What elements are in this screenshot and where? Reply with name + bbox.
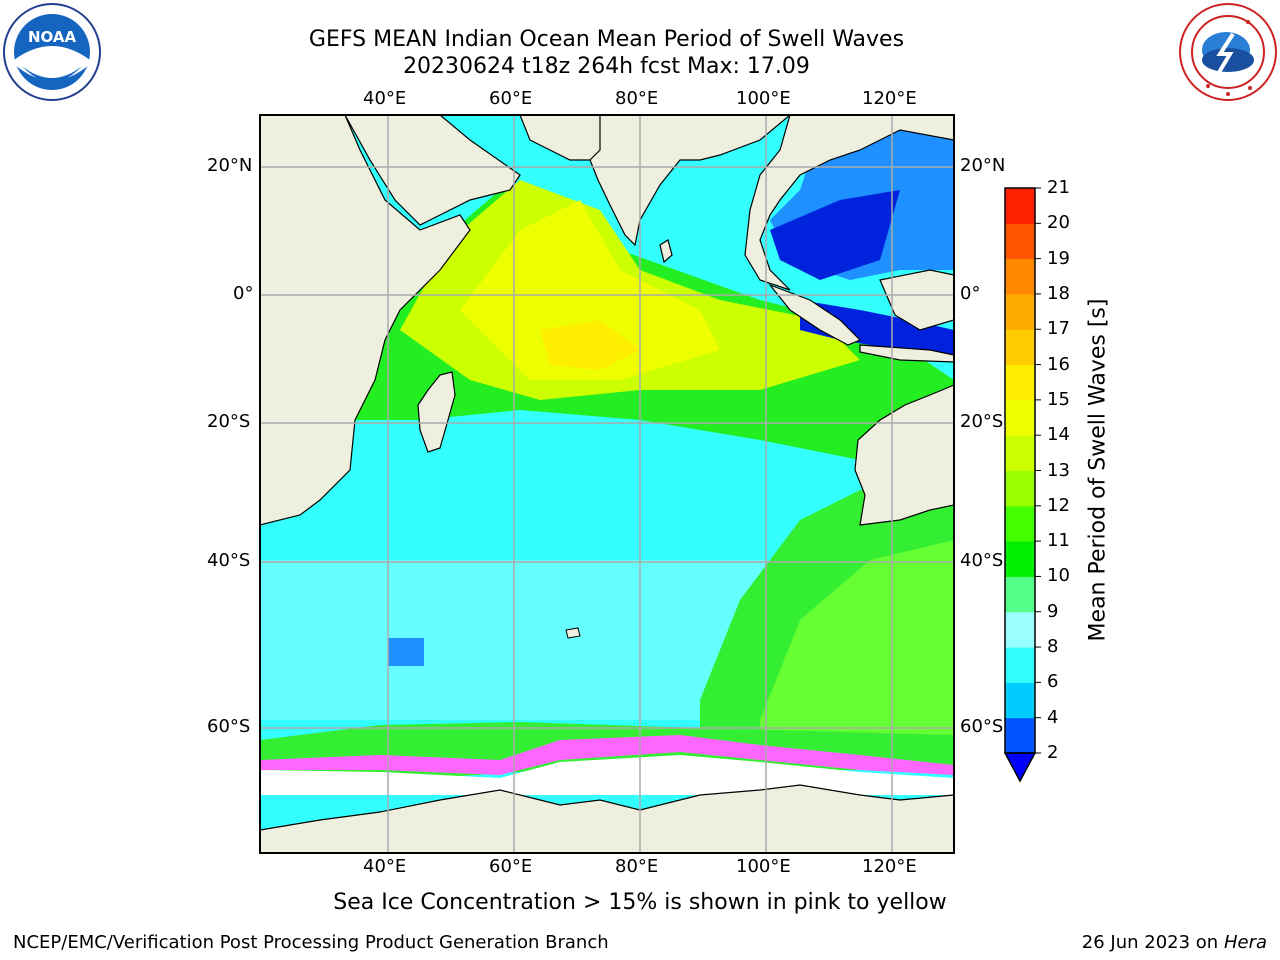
colorbar-swatch xyxy=(1005,329,1035,366)
swell-yellow-core xyxy=(460,200,720,380)
swell-max-core xyxy=(540,320,640,370)
credit-date-text: 26 Jun 2023 on xyxy=(1081,932,1219,953)
lat-label-right: 0° xyxy=(960,283,981,304)
lat-label-right: 20°S xyxy=(960,411,1004,432)
colorbar-tick-label: 18 xyxy=(1047,282,1070,304)
lon-label-top: 80°E xyxy=(615,88,659,109)
colorbar-tick-label: 16 xyxy=(1047,353,1070,375)
map-frame xyxy=(259,114,955,854)
land-sri-lanka xyxy=(659,239,673,264)
colorbar-tick-label: 10 xyxy=(1047,565,1070,587)
colorbar-swatch xyxy=(1005,293,1035,330)
map-subtitle: 20230624 t18z 264h fcst Max: 17.09 xyxy=(403,54,810,79)
lon-label-top: 40°E xyxy=(363,88,407,109)
colorbar-swatch xyxy=(1005,647,1035,683)
swell-yellowgreen-se xyxy=(760,540,954,740)
colorbar-tick-label: 15 xyxy=(1047,388,1070,410)
lat-label-right: 40°S xyxy=(960,550,1004,571)
colorbar-swatch xyxy=(1005,223,1035,260)
land-kerguelen xyxy=(565,627,581,639)
colorbar-swatch xyxy=(1005,188,1035,224)
colorbar-tick-label: 4 xyxy=(1047,706,1059,728)
land-borneo xyxy=(879,269,954,331)
swell-darkblue-indonesia xyxy=(800,300,954,360)
lon-label-top: 60°E xyxy=(489,88,533,109)
colorbar-tick-label: 19 xyxy=(1047,247,1070,269)
swell-blue-patch xyxy=(388,638,424,666)
sea-ice-field xyxy=(260,755,954,795)
lat-label-right: 20°N xyxy=(960,155,1006,176)
lat-label-left: 40°S xyxy=(207,550,251,571)
colorbar-swatch xyxy=(1005,399,1035,436)
lon-label-top: 120°E xyxy=(862,88,917,109)
colorbar-swatch xyxy=(1005,576,1035,613)
colorbar-tick-label: 9 xyxy=(1047,600,1059,622)
lat-label-right: 60°S xyxy=(960,716,1004,737)
colorbar xyxy=(1003,187,1041,783)
land-antarctica xyxy=(260,784,954,853)
credit-machine: Hera xyxy=(1223,932,1267,953)
lat-label-left: 20°N xyxy=(207,155,253,176)
colorbar-tick-label: 6 xyxy=(1047,671,1059,693)
land-se-asia xyxy=(744,115,954,291)
sea-ice-edge xyxy=(260,735,954,775)
noaa-logo: NOAA xyxy=(2,2,102,102)
land-madagascar xyxy=(417,371,456,453)
colorbar-tick-label: 12 xyxy=(1047,494,1070,516)
credit-branch: NCEP/EMC/Verification Post Processing Pr… xyxy=(13,932,609,953)
credit-date: 26 Jun 2023 on Hera xyxy=(1082,932,1267,953)
land-australia xyxy=(854,384,954,526)
lon-label-bottom: 40°E xyxy=(363,856,407,877)
colorbar-extend-arrow xyxy=(1003,752,1037,783)
colorbar-swatch xyxy=(1005,541,1035,577)
colorbar-swatch xyxy=(1005,364,1035,401)
land-java xyxy=(859,344,954,363)
colorbar-tick-label: 21 xyxy=(1047,177,1070,198)
lon-label-bottom: 120°E xyxy=(862,856,917,877)
colorbar-swatch xyxy=(1005,435,1035,471)
colorbar-swatch xyxy=(1005,258,1035,295)
land-sumatra xyxy=(768,283,862,346)
noaa-logo-text: NOAA xyxy=(28,28,77,46)
colorbar-tick-label: 14 xyxy=(1047,424,1070,446)
lon-label-bottom: 80°E xyxy=(615,856,659,877)
colorbar-tick-label: 17 xyxy=(1047,318,1070,340)
colorbar-tick-label: 8 xyxy=(1047,636,1059,658)
lat-label-left: 60°S xyxy=(207,716,251,737)
lon-label-bottom: 60°E xyxy=(489,856,533,877)
colorbar-tick-label: 2 xyxy=(1047,742,1059,763)
lat-label-left: 20°S xyxy=(207,411,251,432)
map-title: GEFS MEAN Indian Ocean Mean Period of Sw… xyxy=(308,27,905,52)
graticule xyxy=(260,115,954,853)
lon-label-top: 100°E xyxy=(736,88,791,109)
ocean-light-band xyxy=(260,560,780,720)
colorbar-tick-label: 20 xyxy=(1047,212,1070,234)
colorbar-swatch xyxy=(1005,717,1035,754)
colorbar-swatch xyxy=(1005,682,1035,719)
colorbar-title: Mean Period of Swell Waves [s] xyxy=(1085,298,1111,642)
sea-ice-note: Sea Ice Concentration > 15% is shown in … xyxy=(333,890,947,915)
colorbar-swatch xyxy=(1005,470,1035,507)
nws-logo xyxy=(1178,2,1278,102)
colorbar-swatch xyxy=(1005,505,1035,542)
colorbar-tick-label: 11 xyxy=(1047,530,1070,552)
colorbar-tick-label: 13 xyxy=(1047,459,1070,481)
lat-label-left: 0° xyxy=(233,283,254,304)
colorbar-swatch xyxy=(1005,611,1035,648)
swell-darkblue-bay xyxy=(770,190,900,280)
lon-label-bottom: 100°E xyxy=(736,856,791,877)
